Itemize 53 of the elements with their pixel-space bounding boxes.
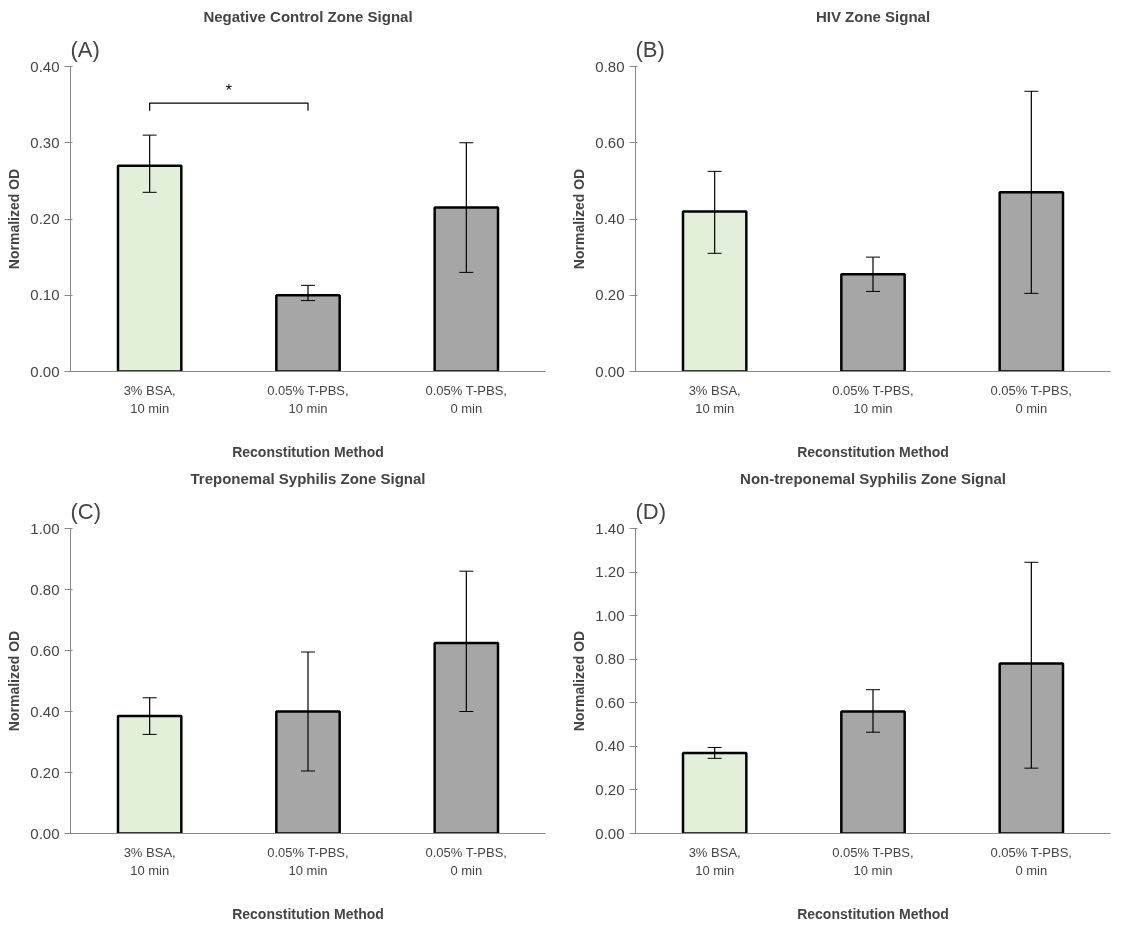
y-tick-label: 0.80 xyxy=(30,580,60,598)
x-axis-title: Reconstitution Method xyxy=(232,905,384,922)
x-tick-label: 0.05% T-PBS, 0 min xyxy=(990,382,1072,416)
annotation: * xyxy=(225,82,232,100)
y-tick-label: 0.00 xyxy=(30,824,60,842)
x-tick-label: 3% BSA, 10 min xyxy=(123,382,176,416)
y-tick-label: 1.40 xyxy=(595,519,625,537)
text: (D) xyxy=(635,498,667,524)
y-axis-title: Normalized OD xyxy=(6,168,23,270)
x-tick-label: 3% BSA, 10 min xyxy=(688,382,741,416)
chart-title: Negative Control Zone Signal xyxy=(203,7,413,25)
x-axis-title: Reconstitution Method xyxy=(797,443,949,460)
y-tick-label: 0.30 xyxy=(30,133,60,151)
x-tick-label: 0.05% T-PBS, 0 min xyxy=(990,844,1072,878)
y-tick-label: 0.60 xyxy=(595,133,625,151)
y-tick-label: 0.20 xyxy=(595,780,625,798)
y-tick-label: 0.20 xyxy=(30,210,60,227)
x-tick-label: 0.05% T-PBS, 10 min xyxy=(832,382,914,416)
y-tick-label: 1.00 xyxy=(595,606,625,624)
y-tick-label: 0.40 xyxy=(30,702,60,720)
y-tick-label: 0.40 xyxy=(595,737,625,755)
y-tick-label: 0.20 xyxy=(30,763,60,781)
x-tick-label: 0.05% T-PBS, 0 min xyxy=(425,382,507,416)
chart-title: HIV Zone Signal xyxy=(815,7,931,25)
y-tick-label: 0.00 xyxy=(30,362,60,380)
y-tick-label: 0.00 xyxy=(595,362,625,380)
x-tick-label: 3% BSA, 10 min xyxy=(688,844,741,878)
text: (A) xyxy=(70,36,100,62)
y-tick-label: 0.20 xyxy=(595,286,625,304)
y-tick-label: 0.80 xyxy=(595,650,625,668)
x-axis-title: Reconstitution Method xyxy=(232,443,384,460)
x-tick-label: 0.05% T-PBS, 10 min xyxy=(832,844,914,878)
text: (B) xyxy=(635,36,665,62)
chart-title: Non-treponemal Syphilis Zone Signal xyxy=(740,469,1006,487)
y-tick-label: 0.60 xyxy=(595,693,625,711)
y-tick-label: 0.10 xyxy=(30,286,60,304)
y-tick-label: 0.40 xyxy=(595,210,625,227)
y-tick-label: 0.40 xyxy=(30,57,60,75)
y-tick-label: 0.80 xyxy=(595,57,625,75)
x-tick-label: 0.05% T-PBS, 10 min xyxy=(267,382,349,416)
y-axis-title: Normalized OD xyxy=(571,168,588,270)
x-tick-label: 0.05% T-PBS, 0 min xyxy=(425,844,507,878)
y-tick-label: 0.60 xyxy=(30,641,60,659)
chart-title: Treponemal Syphilis Zone Signal xyxy=(190,469,426,487)
x-axis-title: Reconstitution Method xyxy=(797,905,949,922)
x-tick-label: 0.05% T-PBS, 10 min xyxy=(267,844,349,878)
y-axis-title: Normalized OD xyxy=(6,630,23,732)
y-tick-label: 1.20 xyxy=(595,563,625,581)
text: (C) xyxy=(70,498,102,524)
y-tick-label: 0.00 xyxy=(595,824,625,842)
x-tick-label: 3% BSA, 10 min xyxy=(123,844,176,878)
y-axis-title: Normalized OD xyxy=(571,630,588,732)
y-tick-label: 1.00 xyxy=(30,519,60,537)
